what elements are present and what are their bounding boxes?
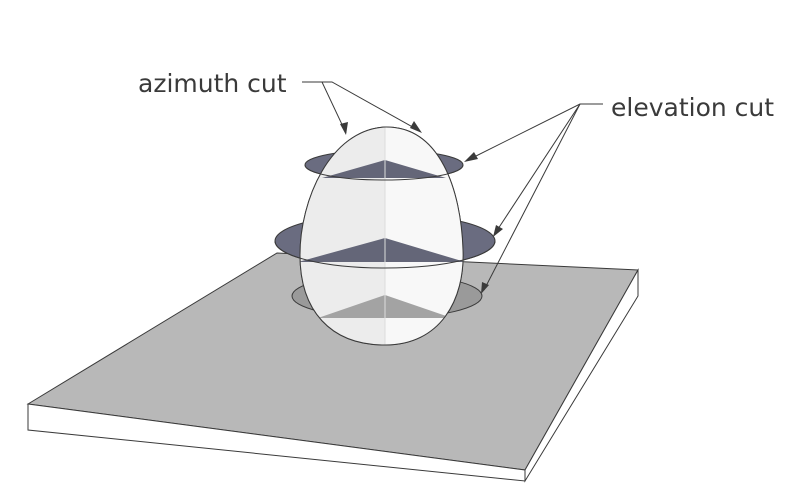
azimuth-cut-label: azimuth cut [138, 69, 287, 98]
azimuth-arrowheads [340, 121, 422, 135]
elevation-arrowheads [464, 152, 503, 294]
top-disc-front-rim [304, 164, 464, 181]
radiation-pattern-egg [299, 126, 464, 346]
middle-cut-wedge [300, 238, 464, 262]
azimuth-leader-lines [302, 81, 419, 134]
elevation-cut-label: elevation cut [611, 93, 774, 122]
middle-disc-front-rim [274, 240, 496, 269]
plate-right-face [524, 268, 639, 483]
top-cut-wedge [322, 160, 446, 178]
elevation-leader-lines [467, 103, 603, 291]
ground-plate [26, 252, 639, 483]
